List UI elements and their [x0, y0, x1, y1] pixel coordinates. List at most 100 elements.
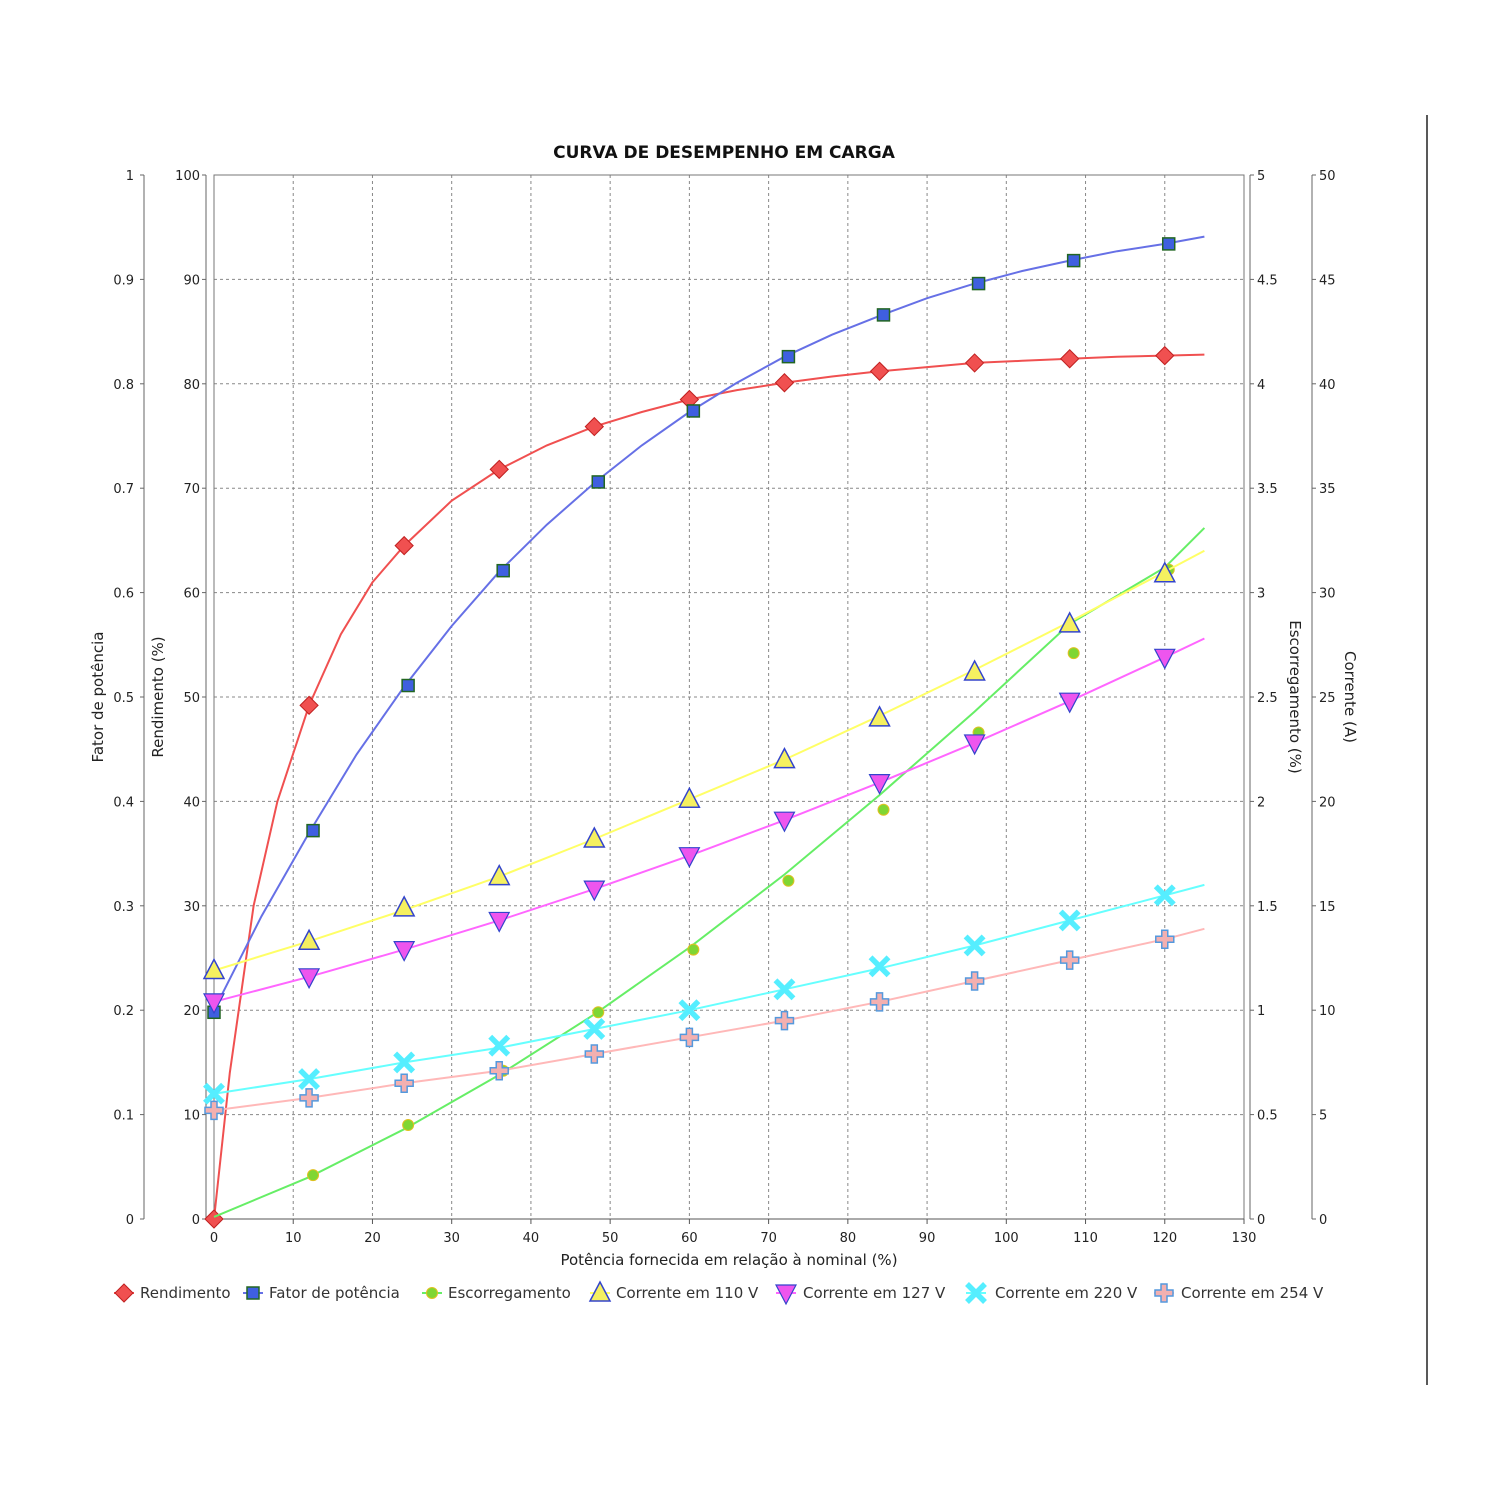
data-point [1059, 950, 1080, 970]
y-tick-label-esc: 5 [1257, 169, 1265, 184]
legend-label: Corrente em 127 V [803, 1284, 946, 1302]
legend-label: Fator de potência [269, 1284, 400, 1302]
legend-label: Escorregamento [448, 1284, 571, 1302]
legend-item: Corrente em 220 V [965, 1282, 1138, 1304]
data-point [869, 992, 890, 1012]
y-tick-label-fp: 0.1 [113, 1109, 134, 1124]
data-point [487, 863, 511, 886]
legend-item: Corrente em 254 V [1154, 1283, 1324, 1303]
series-1 [207, 235, 1205, 1020]
y-tick-label-corr: 35 [1319, 482, 1336, 497]
y-axis-label-efficiency: Rendimento (%) [149, 636, 167, 757]
data-point [488, 1034, 511, 1057]
y-tick-label-fp: 0.5 [113, 691, 134, 706]
y-tick-label-rend: 20 [183, 1004, 200, 1019]
data-point [869, 361, 890, 381]
data-point [774, 1010, 795, 1031]
legend-label: Corrente em 110 V [616, 1284, 759, 1302]
y-tick-label-esc: 2 [1257, 795, 1265, 810]
data-point [963, 734, 986, 756]
y-tick-label-corr: 45 [1319, 273, 1336, 288]
y-tick-label-fp: 0 [126, 1213, 134, 1228]
data-point [1153, 884, 1176, 907]
y-tick-label-rend: 10 [183, 1109, 200, 1124]
series-6 [204, 927, 1205, 1121]
data-point [1067, 647, 1080, 660]
data-point [678, 847, 701, 868]
data-point [686, 404, 701, 418]
series-3 [202, 549, 1205, 980]
axes: 0 10 20 30 40 50 60 70 80 90 100 110 120 13000.10.20.… [113, 169, 1335, 1246]
data-point [392, 895, 416, 917]
data-point [687, 943, 700, 956]
data-point [971, 276, 986, 291]
x-tick-label: 100 [994, 1231, 1019, 1246]
y-tick-label-esc: 3 [1257, 587, 1265, 602]
series-line [213, 235, 1205, 1011]
legend-marker [775, 1284, 797, 1306]
series-line [213, 549, 1205, 972]
data-point [204, 1100, 224, 1121]
data-point [1155, 929, 1175, 949]
series-5 [203, 883, 1205, 1105]
y-tick-label-esc: 4 [1257, 378, 1265, 393]
data-point [1059, 349, 1080, 369]
y-tick-label-esc: 0.5 [1257, 1109, 1278, 1124]
y-tick-label-esc: 1.5 [1257, 900, 1278, 915]
legend-label: Corrente em 220 V [995, 1284, 1138, 1302]
data-point [1155, 345, 1175, 366]
y-axis-label-slip: Escorregamento (%) [1286, 620, 1304, 774]
data-point [1058, 909, 1081, 932]
data-point [489, 1061, 509, 1081]
data-point [868, 774, 891, 795]
data-point [1161, 237, 1176, 251]
data-point [592, 1006, 605, 1019]
data-point [773, 811, 796, 833]
data-point [774, 373, 795, 393]
legend-label: Rendimento [140, 1284, 231, 1302]
data-point [964, 971, 985, 991]
data-point [963, 659, 986, 681]
data-point [298, 1068, 321, 1091]
data-point [963, 934, 986, 957]
y-tick-label-corr: 50 [1319, 169, 1336, 184]
y-tick-label-esc: 3.5 [1257, 482, 1278, 497]
grid-lines [214, 175, 1244, 1219]
y-tick-label-corr: 0 [1319, 1213, 1327, 1228]
x-tick-label: 20 [364, 1231, 381, 1246]
y-tick-label-fp: 0.9 [113, 273, 134, 288]
y-tick-label-corr: 20 [1319, 795, 1336, 810]
legend-item: Corrente em 110 V [588, 1280, 759, 1302]
y-tick-label-fp: 0.8 [113, 378, 134, 393]
y-tick-label-corr: 5 [1319, 1109, 1327, 1124]
y-tick-label-fp: 0.6 [113, 587, 134, 602]
data-point [1058, 692, 1081, 714]
x-tick-label: 80 [840, 1231, 857, 1246]
data-point [1153, 648, 1176, 670]
y-tick-label-corr: 10 [1319, 1004, 1336, 1019]
data-point [297, 928, 321, 951]
data-point [584, 1044, 605, 1064]
y-tick-label-rend: 40 [183, 795, 200, 810]
y-tick-label-rend: 100 [175, 169, 200, 184]
y-tick-label-rend: 80 [183, 378, 200, 393]
y-axis-label-power-factor: Fator de potência [89, 632, 107, 763]
x-tick-label: 60 [681, 1231, 698, 1246]
legend-item: Rendimento [114, 1283, 231, 1303]
y-tick-label-esc: 1 [1257, 1004, 1265, 1019]
data-point [488, 911, 511, 933]
data-point [781, 349, 796, 364]
data-point [202, 957, 226, 980]
y-tick-label-fp: 0.3 [113, 900, 134, 915]
data-point [306, 823, 320, 838]
y-tick-label-esc: 2.5 [1257, 691, 1278, 706]
y-tick-label-corr: 25 [1319, 691, 1336, 706]
x-tick-label: 10 [285, 1231, 302, 1246]
y-tick-label-rend: 90 [183, 273, 200, 288]
data-point [394, 1073, 414, 1094]
legend-marker [246, 1286, 260, 1300]
legend-marker [426, 1287, 438, 1299]
series-0 [204, 345, 1205, 1229]
data-point [877, 803, 890, 816]
